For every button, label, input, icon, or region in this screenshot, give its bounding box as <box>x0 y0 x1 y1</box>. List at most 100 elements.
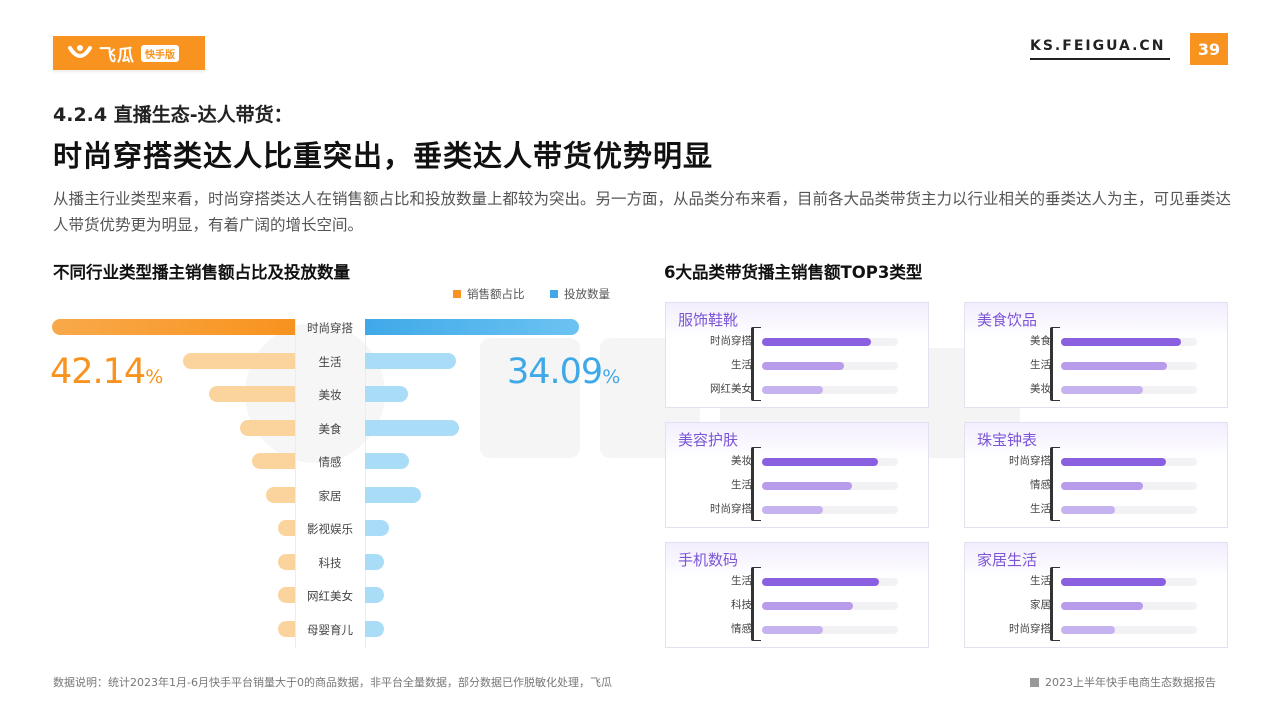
panel-bar-track <box>1061 506 1197 514</box>
panel-axis <box>1050 447 1060 521</box>
panel-axis <box>1050 567 1060 641</box>
chart-axis-right <box>365 318 366 648</box>
logo-text: 飞瓜 <box>99 45 135 66</box>
count-bar <box>365 352 457 369</box>
category-label: 时尚穿搭 <box>307 321 353 335</box>
count-highlight: 34.09% <box>507 352 620 392</box>
panel-title: 美容护肤 <box>678 431 739 449</box>
footer-report: 2023上半年快手电商生态数据报告 <box>1030 674 1216 690</box>
sales-bar <box>277 520 295 536</box>
panel-bar-track <box>762 506 898 514</box>
logo-badge: 快手版 <box>141 44 179 62</box>
category-label: 美妆 <box>318 388 342 402</box>
panel-bar-label: 网红美女 <box>710 383 752 395</box>
legend-count: 投放数量 <box>550 286 610 302</box>
panel-title: 服饰鞋靴 <box>678 311 739 329</box>
page-number: 39 <box>1190 33 1228 65</box>
sales-bar <box>52 319 295 335</box>
panel-bar-label: 美妆 <box>731 455 752 467</box>
category-panel: 家居生活 生活 家居 时尚穿搭 <box>964 542 1228 648</box>
category-panel: 珠宝钟表时尚穿搭情感生活 <box>964 422 1228 528</box>
count-bar <box>365 486 422 503</box>
count-bar <box>365 453 409 469</box>
legend-swatch-sales <box>453 290 461 298</box>
category-panel: 手机数码生活科技情感 <box>665 542 929 648</box>
panel-bar <box>762 482 852 490</box>
category-panel: 美食饮品 美食 生活 美妆 <box>964 302 1228 408</box>
legend-swatch-count <box>550 290 558 298</box>
category-label: 科技 <box>318 555 342 570</box>
legend-count-label: 投放数量 <box>564 287 610 301</box>
category-panel: 美容护肤美妆生活时尚穿搭 <box>665 422 929 528</box>
panel-title: 家居生活 <box>977 551 1038 569</box>
right-chart-title: 6大品类带货播主销售额TOP3类型 <box>664 263 923 282</box>
feigua-logo: 飞瓜 快手版 <box>53 36 205 70</box>
panel-bar <box>762 506 824 514</box>
count-bar <box>365 319 579 335</box>
page-description: 从播主行业类型来看，时尚穿搭类达人在销售额占比和投放数量上都较为突出。另一方面，… <box>53 190 1232 234</box>
site-url: KS.FEIGUA.CN <box>1030 38 1170 60</box>
melon-smile-icon <box>68 45 92 58</box>
panel-bar-label: 时尚穿搭 <box>1009 455 1051 467</box>
legend-sales: 销售额占比 <box>453 286 525 302</box>
panel-bar <box>1061 458 1166 466</box>
panel-bar-label: 美妆 <box>1030 383 1051 395</box>
sales-bar <box>251 453 295 469</box>
count-bar <box>365 386 408 402</box>
count-highlight-value: 34.09 <box>507 352 603 392</box>
sales-bar <box>266 486 295 503</box>
panel-bar-label: 情感 <box>1030 479 1051 491</box>
panel-bar <box>762 602 854 610</box>
panel-bar-label: 生活 <box>731 479 752 491</box>
panel-bar <box>1061 482 1143 490</box>
panel-axis <box>751 567 761 641</box>
sales-bar <box>277 587 295 603</box>
category-label: 影视娱乐 <box>307 522 353 536</box>
category-label: 母婴育儿 <box>307 622 353 637</box>
category-label: 情感 <box>318 455 342 469</box>
sales-bar <box>277 553 295 570</box>
count-bar <box>365 587 384 603</box>
count-bar <box>365 520 389 536</box>
category-label: 家居 <box>318 488 342 503</box>
panel-bar <box>1061 362 1168 370</box>
panel-bar-label: 家居 <box>1030 599 1051 611</box>
panel-bar-label: 生活 <box>1030 503 1051 515</box>
panel-bar <box>1061 386 1143 394</box>
panel-bar-label: 生活 <box>731 359 752 371</box>
panel-axis <box>751 447 761 521</box>
category-label: 美食 <box>318 421 342 436</box>
panel-title: 手机数码 <box>678 551 739 569</box>
panel-bar-track <box>1061 626 1197 634</box>
panel-axis <box>751 327 761 401</box>
panel-bar-label: 时尚穿搭 <box>710 335 752 347</box>
panel-bar-label: 生活 <box>1030 575 1051 587</box>
panel-bar <box>1061 338 1181 346</box>
panel-bar-label: 科技 <box>731 599 752 611</box>
panel-bar-track <box>762 626 898 634</box>
footer-note: 数据说明：统计2023年1月-6月快手平台销量大于0的商品数据，非平台全量数据，… <box>53 676 612 689</box>
count-bar <box>365 419 460 436</box>
sales-bar <box>240 419 295 436</box>
panel-bar <box>762 578 879 586</box>
panel-bar <box>762 626 824 634</box>
section-title: 4.2.4 直播生态-达人带货： <box>53 104 293 126</box>
panel-bar <box>1061 506 1116 514</box>
panel-bar-label: 生活 <box>1030 359 1051 371</box>
panel-title: 珠宝钟表 <box>977 431 1038 449</box>
panel-bar <box>762 386 824 394</box>
panel-bar-track <box>762 386 898 394</box>
panel-bar-label: 生活 <box>731 575 752 587</box>
panel-bar-label: 时尚穿搭 <box>710 503 752 515</box>
category-label: 生活 <box>318 354 342 369</box>
legend-sales-label: 销售额占比 <box>467 287 525 301</box>
panel-bar <box>1061 626 1116 634</box>
sales-bar <box>208 386 295 402</box>
count-bar <box>365 620 384 637</box>
sales-highlight-unit: % <box>145 366 163 388</box>
panel-bar <box>762 458 878 466</box>
panel-bar-label: 美食 <box>1030 335 1051 347</box>
panel-bar <box>1061 578 1166 586</box>
panel-bar-label: 情感 <box>731 623 752 635</box>
sales-highlight-value: 42.14 <box>50 352 146 392</box>
